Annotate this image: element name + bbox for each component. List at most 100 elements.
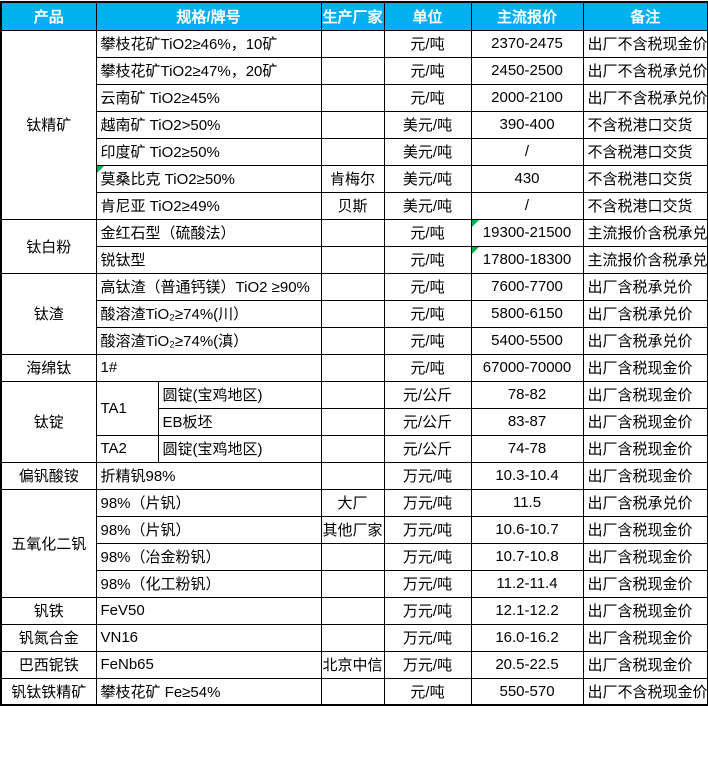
- note-cell: 主流报价含税承兑: [582, 245, 708, 274]
- unit-cell: 元/吨: [383, 326, 472, 355]
- product-cell-text: 钒钛铁精矿: [11, 683, 87, 701]
- price-cell-text: 12.1-12.2: [495, 602, 559, 619]
- spec-cell: 圆锭(宝鸡地区): [157, 380, 322, 409]
- spec-cell: 98%（片钒）: [95, 488, 322, 517]
- spec-cell-text: 98%（冶金粉钒）: [100, 549, 221, 566]
- table-row: 云南矿 TiO2≥45% 元/吨 2000-2100 出厂不含税承兑价: [1, 83, 708, 112]
- price-cell: 11.2-11.4: [470, 569, 584, 598]
- unit-cell-text: 元/吨: [410, 683, 445, 701]
- spec-cell: 越南矿 TiO2>50%: [95, 110, 322, 139]
- price-cell-text: 11.5: [512, 494, 542, 511]
- price-cell-text: 10.6-10.7: [495, 521, 559, 538]
- price-cell-text: 5800-6150: [491, 305, 563, 322]
- unit-cell: 美元/吨: [383, 164, 472, 193]
- price-cell-text: 430: [514, 170, 540, 187]
- note-cell: 出厂含税现金价: [582, 353, 708, 382]
- spec-cell: 攀枝花矿TiO2≥46%，10矿: [95, 29, 322, 58]
- spec-cell: 莫桑比克 TiO2≥50%: [95, 164, 322, 193]
- column-header-1: 规格/牌号: [95, 1, 322, 31]
- unit-cell: 元/吨: [383, 218, 472, 247]
- maker-cell: [320, 137, 385, 166]
- spec-cell: VN16: [95, 623, 322, 652]
- unit-cell: 美元/吨: [383, 110, 472, 139]
- price-cell-text: 78-82: [507, 386, 547, 403]
- cell-corner-marker-icon: [472, 247, 479, 254]
- maker-cell: [320, 434, 385, 463]
- spec-cell: 圆锭(宝鸡地区): [157, 434, 322, 463]
- table-row: 海绵钛 1# 元/吨 67000-70000 出厂含税现金价: [0, 353, 708, 382]
- product-cell-text: 钒氮合金: [18, 630, 79, 647]
- product-cell: 钛精矿: [0, 29, 97, 220]
- spec-cell-text: 印度矿 TiO2≥50%: [100, 144, 220, 161]
- spec-cell: 金红石型（硫酸法）: [95, 218, 322, 247]
- note-cell-text: 出厂不含税承兑价: [587, 90, 708, 107]
- unit-cell: 元/吨: [383, 677, 472, 706]
- maker-cell-text: 北京中信: [322, 657, 383, 674]
- note-cell: 出厂含税现金价: [582, 380, 708, 409]
- table-row: 钛渣 高钛渣（普通钙镁）TiO2 ≥90% 元/吨 7600-7700 出厂含税承兑价: [0, 272, 708, 355]
- maker-cell: 贝斯: [320, 191, 385, 220]
- unit-cell-text: 元/吨: [410, 306, 445, 323]
- maker-cell: [320, 677, 385, 706]
- note-cell: 出厂含税现金价: [582, 596, 708, 625]
- price-cell-text: 20.5-22.5: [495, 656, 559, 673]
- column-header-4: 主流报价: [470, 1, 584, 31]
- price-cell-text: 2450-2500: [491, 62, 563, 79]
- note-cell-text: 出厂不含税承兑价: [587, 63, 708, 80]
- product-cell: 钒氮合金: [0, 623, 97, 652]
- spec-cell: 98%（片钒）: [95, 515, 322, 544]
- maker-cell: [320, 623, 385, 652]
- note-cell: 出厂含税现金价: [582, 434, 708, 463]
- note-cell-text: 主流报价含税承兑: [587, 225, 708, 242]
- unit-cell-text: 元/吨: [410, 360, 445, 377]
- product-cell-text: 钛白粉: [26, 238, 72, 256]
- unit-cell-text: 元/吨: [410, 63, 445, 80]
- note-cell: 出厂不含税现金价: [582, 677, 708, 706]
- note-cell-text: 出厂含税现金价: [587, 630, 693, 647]
- product-cell: 五氧化二钒: [0, 488, 97, 598]
- maker-cell: [320, 461, 385, 490]
- note-cell: 出厂含税承兑价: [582, 272, 708, 301]
- price-cell: 390-400: [470, 110, 584, 139]
- note-cell-text: 出厂含税现金价: [587, 360, 693, 377]
- unit-cell: 万元/吨: [383, 569, 472, 598]
- maker-cell-text: 肯梅尔: [330, 171, 376, 188]
- unit-cell: 美元/吨: [383, 191, 472, 220]
- table-row: 酸溶渣TiO₂≥74%(滇） 元/吨 5400-5500 出厂含税承兑价: [1, 326, 708, 355]
- spec-cell: 肯尼亚 TiO2≥49%: [95, 191, 322, 220]
- product-cell-text: 海绵钛: [26, 360, 72, 377]
- table-row: 五氧化二钒 98%（片钒） 大厂万元/吨 11.5 出厂含税承兑价: [0, 488, 708, 598]
- price-cell-text: 7600-7700: [491, 278, 563, 295]
- note-cell: 不含税港口交货: [582, 164, 708, 193]
- price-cell: 67000-70000: [470, 353, 584, 382]
- note-cell: 出厂含税承兑价: [582, 488, 708, 517]
- spec-cell-text: 锐钛型: [100, 252, 146, 269]
- table-row: 巴西铌铁 FeNb65 北京中信 万元/吨 20.5-22.5 出厂含税现金价: [0, 650, 708, 679]
- price-cell: 5800-6150: [470, 299, 584, 328]
- price-cell: 10.6-10.7: [470, 515, 584, 544]
- column-header-0: 产品: [0, 1, 97, 31]
- unit-cell-text: 元/吨: [410, 90, 445, 107]
- table-row: 莫桑比克 TiO2≥50% 肯梅尔 美元/吨 430 不含税港口交货: [1, 164, 708, 193]
- maker-cell: [320, 380, 385, 409]
- unit-cell-text: 元/吨: [410, 279, 445, 296]
- maker-cell: 其他厂家: [320, 515, 385, 544]
- unit-cell-text: 元/吨: [410, 252, 445, 269]
- unit-cell: 元/吨: [383, 56, 472, 85]
- header-row: 产品 规格/牌号 生产厂家 单位 主流报价 备注: [0, 1, 708, 31]
- spec-cell-text: FeNb65: [100, 656, 154, 673]
- column-header-2: 生产厂家: [320, 1, 385, 31]
- note-cell-text: 出厂含税承兑价: [587, 333, 693, 350]
- note-cell: 出厂含税现金价: [582, 407, 708, 436]
- price-cell-text: 2000-2100: [491, 89, 563, 106]
- note-cell: 出厂不含税现金价: [582, 29, 708, 58]
- unit-cell-text: 万元/吨: [402, 549, 453, 566]
- product-cell: 钛白粉: [0, 218, 97, 274]
- note-cell: 出厂含税承兑价: [582, 326, 708, 355]
- maker-cell: 大厂: [320, 488, 385, 517]
- unit-cell: 万元/吨: [383, 650, 472, 679]
- spec-cell: 印度矿 TiO2≥50%: [95, 137, 322, 166]
- note-cell-text: 出厂不含税现金价: [587, 36, 708, 53]
- spec-cell-text: 酸溶渣TiO₂≥74%(川）: [100, 306, 249, 323]
- maker-cell: [320, 245, 385, 274]
